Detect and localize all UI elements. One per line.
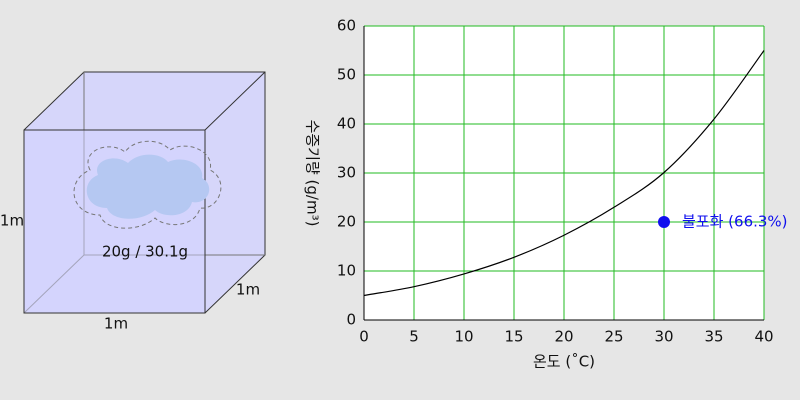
cube-edge	[204, 71, 266, 131]
cloud-fill	[86, 154, 210, 219]
x-tick-label: 25	[604, 328, 623, 346]
x-tick-label: 40	[754, 328, 773, 346]
y-tick-label: 0	[346, 311, 356, 329]
cube-front	[23, 129, 206, 314]
y-tick-label: 60	[337, 17, 356, 35]
x-tick-label: 35	[704, 328, 723, 346]
x-tick-label: 30	[654, 328, 673, 346]
x-axis-label: 온도 (˚C)	[533, 353, 595, 371]
y-tick-label: 20	[337, 213, 356, 231]
y-tick-label: 30	[337, 164, 356, 182]
point	[658, 216, 670, 228]
y-tick-label: 10	[337, 262, 356, 280]
x-tick-label: 5	[409, 328, 419, 346]
cube-label: 1m	[104, 315, 128, 333]
cloud	[73, 140, 222, 229]
y-tick-label: 40	[337, 115, 356, 133]
cloud-outline	[73, 140, 222, 229]
y-tick-label: 50	[337, 66, 356, 84]
cube-label: 1m	[236, 281, 260, 299]
cube-label: 1m	[0, 212, 24, 230]
x-tick-label: 0	[359, 328, 369, 346]
y-axis-label: 수증기량 (g/m³)	[304, 120, 322, 227]
x-tick-label: 20	[554, 328, 573, 346]
curve	[363, 50, 765, 297]
x-tick-label: 15	[504, 328, 523, 346]
point-label: 불포화 (66.3%)	[682, 213, 788, 231]
cloud-label: 20g / 30.1g	[102, 243, 188, 261]
x-tick-label: 10	[454, 328, 473, 346]
